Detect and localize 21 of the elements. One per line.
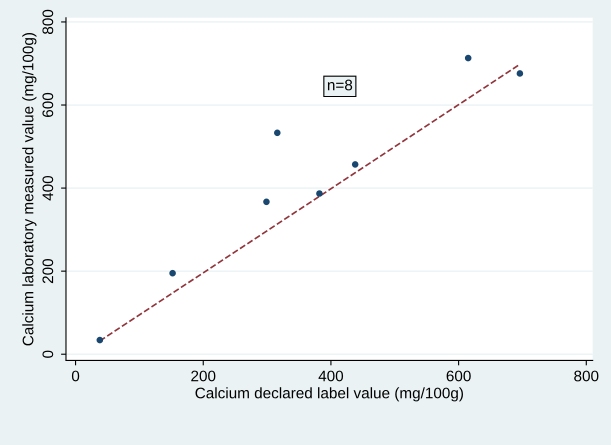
- point: [96, 336, 104, 344]
- point: [516, 70, 524, 77]
- y-tick-label: 400: [42, 176, 54, 200]
- point: [274, 130, 281, 136]
- x-tick-label: 200: [191, 370, 216, 382]
- y-tick-label: 800: [42, 10, 54, 34]
- x-axis-title: Calcium declared label value (mg/100g): [196, 387, 463, 402]
- annotation: n=8: [328, 80, 352, 90]
- y-tick-label: 200: [42, 259, 54, 284]
- x-tick-label: 400: [318, 370, 344, 382]
- point: [464, 54, 472, 62]
- point: [263, 198, 270, 206]
- x-tick-label: 0: [72, 370, 80, 382]
- point: [169, 270, 176, 277]
- y-tick-label: 0: [42, 350, 54, 358]
- point: [316, 190, 323, 197]
- x-tick-label: 800: [574, 370, 598, 382]
- point: [352, 161, 358, 168]
- y-axis-title: Calcium laboratory measured value (mg/100g): [22, 32, 36, 346]
- x-tick-label: 600: [446, 370, 471, 382]
- y-tick-label: 600: [42, 92, 54, 117]
